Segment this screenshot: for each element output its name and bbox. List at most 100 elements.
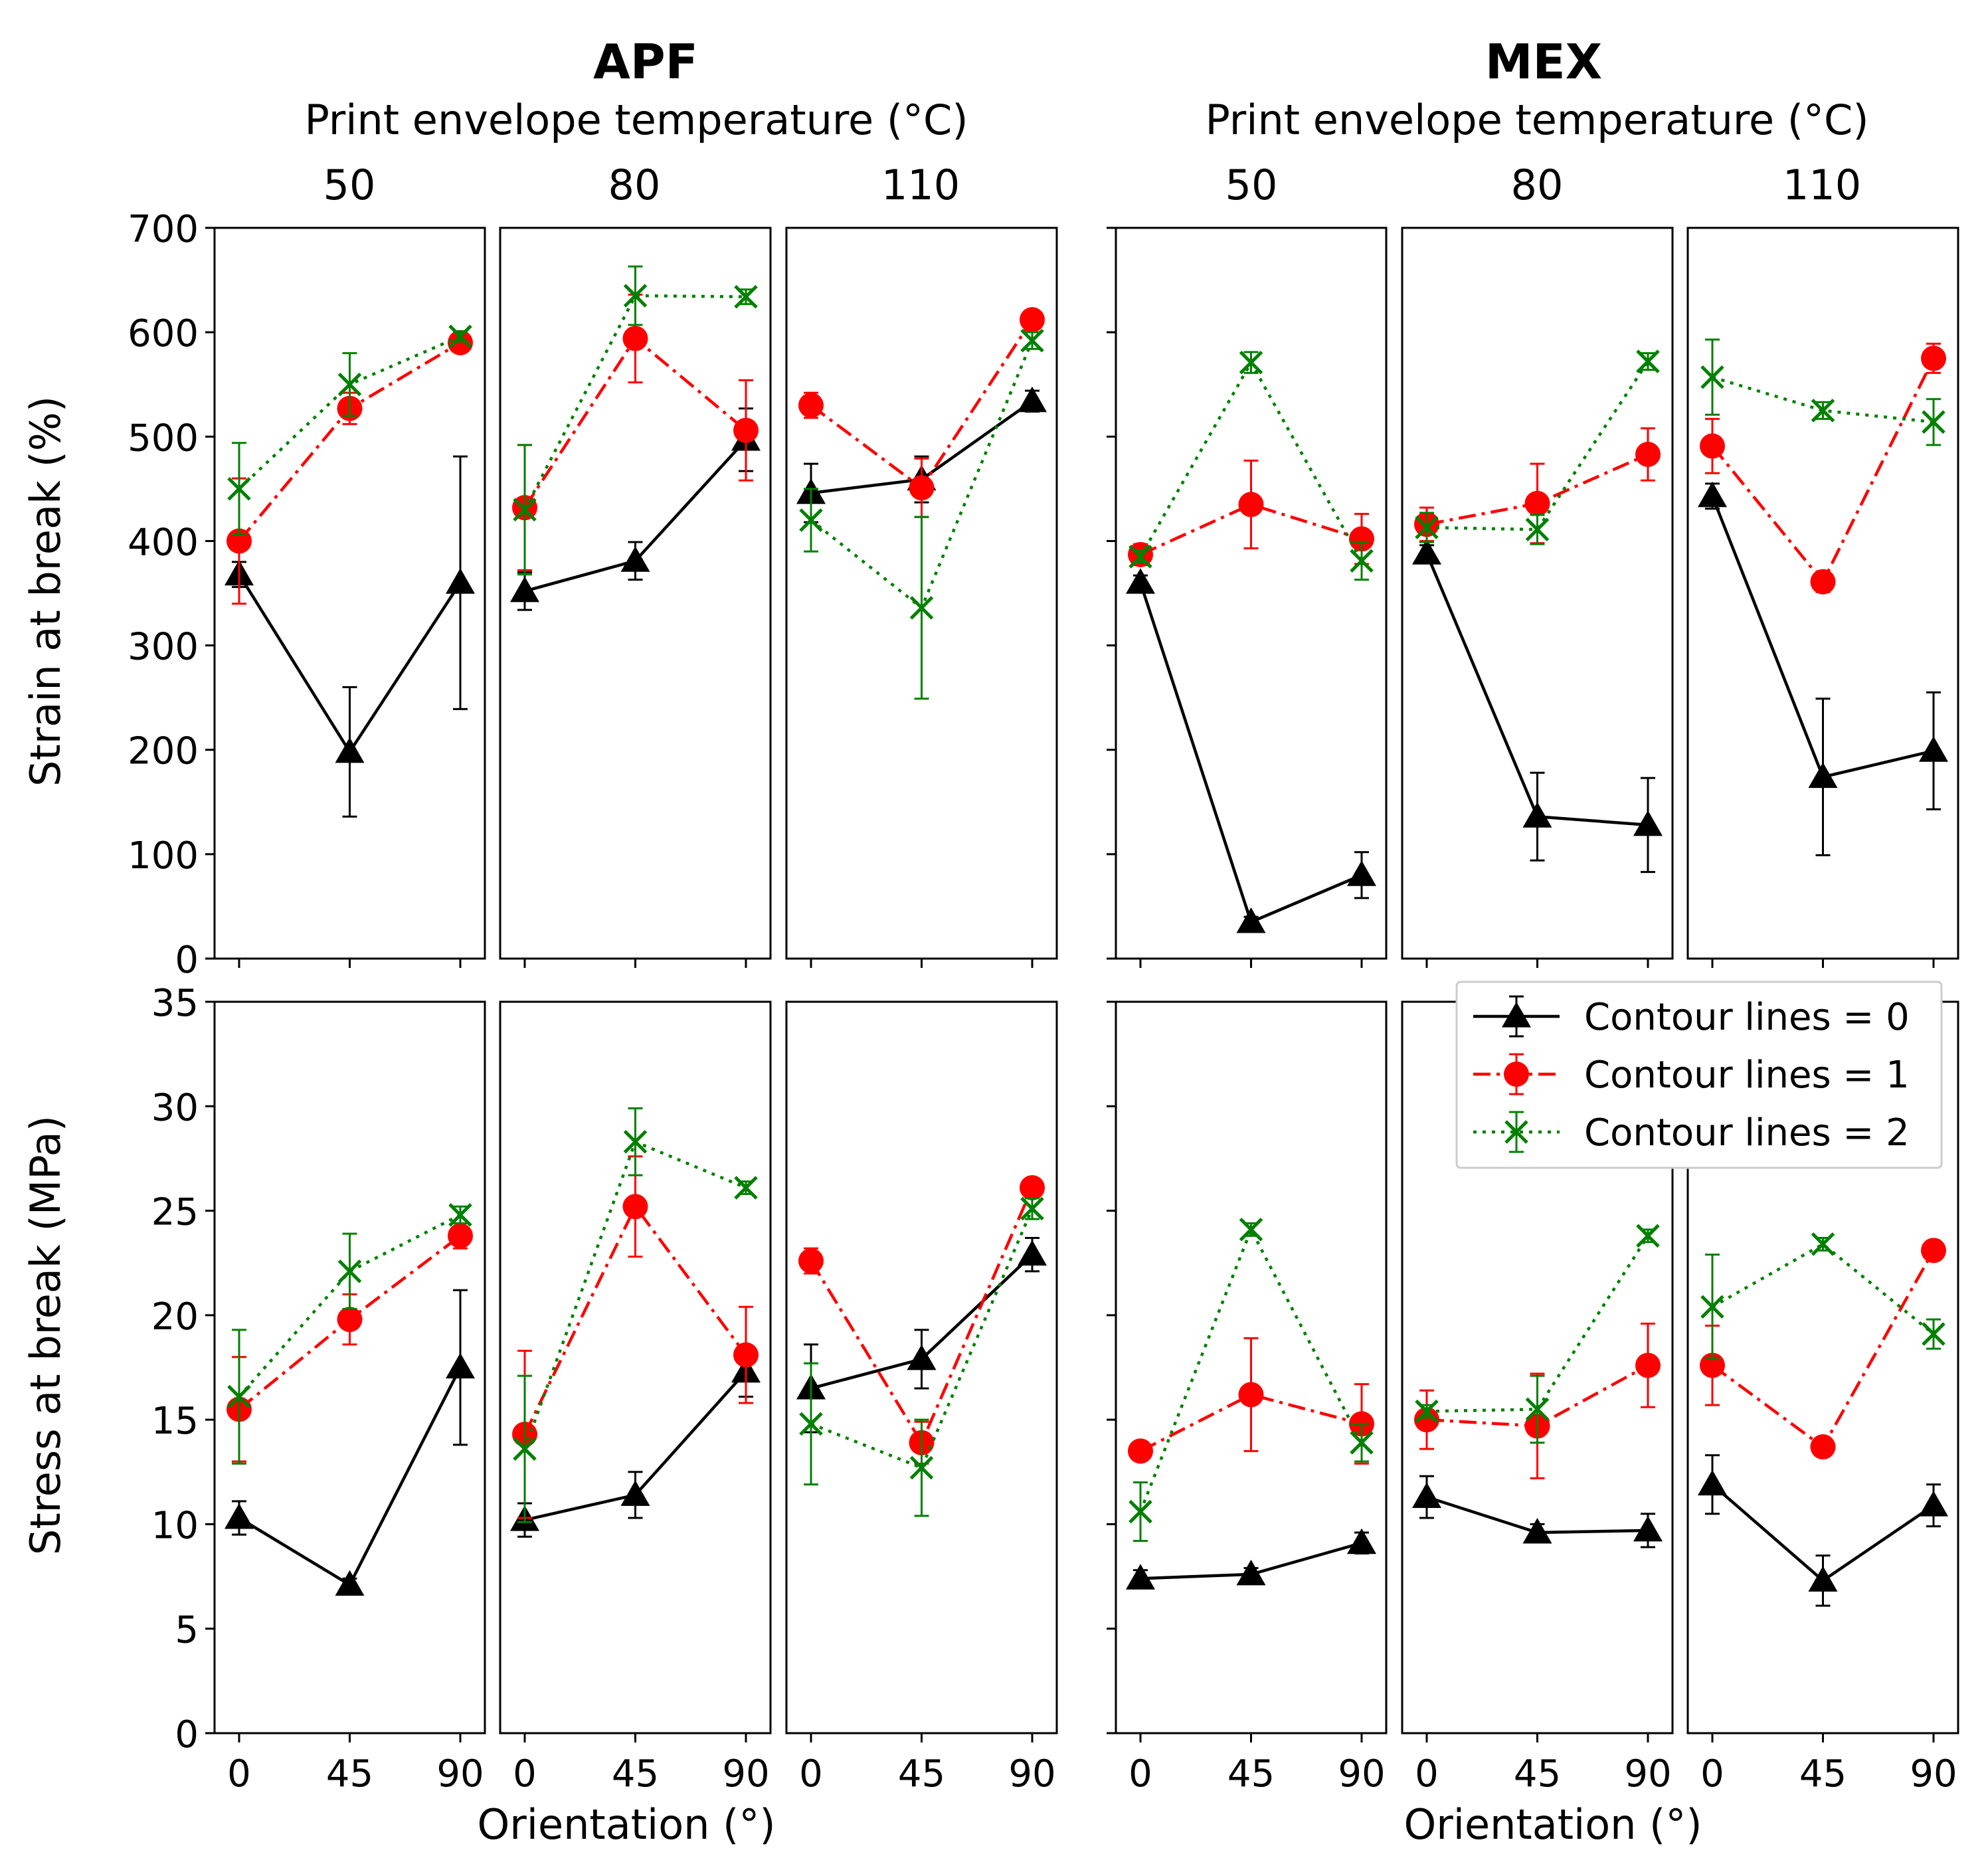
data-point-r1-p0-s2-2 bbox=[448, 1203, 472, 1227]
data-point-r1-p4-s2-1 bbox=[1525, 1397, 1550, 1422]
legend-marker-1 bbox=[1504, 1062, 1529, 1087]
data-point-r1-p4-s0-1 bbox=[1522, 1518, 1552, 1544]
y-tick-label-r1-7: 35 bbox=[151, 982, 199, 1025]
data-point-r0-p1-s0-0 bbox=[510, 576, 539, 603]
y-tick-label-r0-7: 700 bbox=[128, 208, 199, 251]
data-point-r0-p4-s2-2 bbox=[1636, 349, 1660, 373]
data-point-r0-p4-s2-0 bbox=[1415, 515, 1439, 539]
data-point-r1-p4-s1-2 bbox=[1635, 1353, 1661, 1378]
data-point-r0-p5-s1-1 bbox=[1810, 569, 1836, 595]
data-point-r0-p4-s0-0 bbox=[1412, 539, 1441, 565]
data-point-r0-p5-s0-0 bbox=[1698, 481, 1727, 508]
x-tick-label-p0-2: 90 bbox=[436, 1752, 484, 1796]
y-tick-label-r0-3: 300 bbox=[128, 626, 199, 669]
x-label-mex: Orientation (°) bbox=[1403, 1800, 1702, 1849]
data-point-r1-p5-s1-2 bbox=[1921, 1238, 1946, 1264]
data-point-r1-p3-s2-2 bbox=[1350, 1430, 1374, 1455]
data-point-r0-p0-s1-2 bbox=[448, 329, 473, 355]
y-tick-label-r1-0: 0 bbox=[175, 1713, 199, 1756]
data-point-r1-p2-s2-1 bbox=[909, 1455, 934, 1480]
x-tick-label-p1-1: 45 bbox=[612, 1752, 659, 1796]
data-point-r1-p0-s2-0 bbox=[227, 1384, 251, 1409]
data-point-r1-p2-s2-0 bbox=[799, 1412, 823, 1436]
legend-marks bbox=[1473, 995, 1560, 1153]
data-point-r0-p3-s0-2 bbox=[1347, 860, 1376, 886]
y-tick-label-r1-6: 30 bbox=[151, 1086, 199, 1129]
data-point-r1-p3-s1-0 bbox=[1128, 1438, 1153, 1464]
x-tick-label-p1-0: 0 bbox=[513, 1752, 537, 1796]
data-point-r0-p0-s2-2 bbox=[448, 324, 472, 349]
data-point-r0-p2-s1-1 bbox=[909, 475, 935, 501]
data-point-r0-p4-s1-2 bbox=[1635, 442, 1661, 467]
legend-marker-0 bbox=[1502, 1002, 1531, 1028]
x-tick-label-p3-2: 90 bbox=[1338, 1752, 1385, 1796]
data-point-r0-p3-s2-2 bbox=[1350, 549, 1374, 573]
x-tick-label-p0-0: 0 bbox=[227, 1752, 251, 1796]
temp-label-apf-110: 110 bbox=[881, 161, 960, 209]
temp-label-apf-50: 50 bbox=[323, 161, 376, 209]
data-point-r0-p2-s0-2 bbox=[1018, 386, 1047, 413]
x-tick-label-p2-2: 90 bbox=[1008, 1752, 1055, 1796]
mex-subtitle: Print envelope temperature (°C) bbox=[1205, 96, 1868, 144]
data-point-r0-p2-s2-1 bbox=[909, 596, 934, 620]
data-point-r1-p0-s0-2 bbox=[446, 1353, 475, 1378]
data-point-r0-p4-s0-1 bbox=[1522, 802, 1552, 828]
x-tick-label-p5-0: 0 bbox=[1700, 1752, 1724, 1796]
data-point-r1-p3-s0-0 bbox=[1126, 1564, 1155, 1590]
apf-title: APF bbox=[593, 34, 698, 90]
data-point-r1-p2-s1-2 bbox=[1020, 1174, 1045, 1200]
data-point-r1-p2-s2-2 bbox=[1020, 1196, 1044, 1221]
data-point-r1-p4-s2-2 bbox=[1636, 1224, 1660, 1248]
data-point-r1-p1-s0-1 bbox=[620, 1480, 650, 1506]
mex-title: MEX bbox=[1485, 34, 1602, 90]
y-tick-label-r0-2: 200 bbox=[128, 730, 199, 773]
data-point-r0-p5-s1-0 bbox=[1700, 433, 1725, 459]
data-point-r1-p1-s2-2 bbox=[734, 1176, 758, 1200]
data-point-r1-p5-s2-2 bbox=[1922, 1322, 1945, 1346]
data-point-r0-p2-s1-2 bbox=[1020, 307, 1045, 333]
legend-label-1: Contour lines = 1 bbox=[1584, 1054, 1910, 1097]
data-point-r0-p2-s2-2 bbox=[1020, 328, 1044, 353]
data-point-r0-p1-s2-2 bbox=[734, 284, 758, 309]
data-point-r1-p0-s0-1 bbox=[335, 1570, 365, 1596]
y-tick-label-r0-1: 100 bbox=[128, 834, 199, 878]
y-label-strain: Strain at break (%) bbox=[21, 396, 70, 787]
data-point-r0-p3-s0-1 bbox=[1236, 907, 1266, 933]
series-line-r0-p5-s2 bbox=[1712, 375, 1934, 424]
data-point-r0-p1-s2-1 bbox=[623, 284, 648, 308]
data-point-r0-p0-s2-0 bbox=[227, 477, 251, 501]
apf-subtitle: Print envelope temperature (°C) bbox=[304, 96, 968, 144]
y-tick-label-r1-5: 25 bbox=[151, 1191, 199, 1234]
temp-label-apf-80: 80 bbox=[608, 161, 661, 209]
data-point-r1-p1-s2-1 bbox=[623, 1129, 648, 1154]
legend-label-2: Contour lines = 2 bbox=[1584, 1111, 1910, 1155]
series-line-r1-p0-s0 bbox=[238, 1366, 462, 1587]
data-point-r1-p0-s1-2 bbox=[448, 1223, 473, 1249]
panel-frame-r0-p3 bbox=[1115, 227, 1388, 960]
x-tick-label-p4-2: 90 bbox=[1624, 1752, 1671, 1796]
y-tick-label-r0-4: 400 bbox=[128, 521, 199, 564]
x-tick-label-p4-1: 45 bbox=[1514, 1752, 1561, 1796]
panel-frame-r1-p0 bbox=[213, 1000, 486, 1734]
y-tick-label-r0-6: 600 bbox=[128, 312, 199, 355]
data-point-r1-p5-s0-2 bbox=[1919, 1491, 1948, 1517]
data-point-r0-p5-s2-1 bbox=[1811, 399, 1835, 422]
data-point-r0-p5-s2-2 bbox=[1922, 410, 1945, 434]
data-point-r0-p3-s1-2 bbox=[1349, 526, 1374, 552]
panel-frame-r0-p0 bbox=[213, 227, 486, 960]
data-point-r0-p2-s2-0 bbox=[799, 508, 823, 532]
data-point-r0-p4-s1-1 bbox=[1524, 490, 1550, 516]
data-point-r1-p5-s0-0 bbox=[1698, 1469, 1727, 1496]
series-line-r1-p5-s2 bbox=[1711, 1242, 1935, 1335]
data-point-r0-p5-s0-2 bbox=[1919, 736, 1948, 762]
x-tick-label-p3-0: 0 bbox=[1129, 1752, 1152, 1796]
data-point-r1-p1-s1-1 bbox=[622, 1194, 648, 1220]
data-point-r0-p2-s1-0 bbox=[798, 393, 824, 419]
data-point-r1-p0-s0-0 bbox=[225, 1503, 254, 1529]
series-line-r0-p4-s2 bbox=[1426, 360, 1649, 531]
y-tick-label-r0-0: 0 bbox=[175, 939, 199, 982]
y-tick-label-r0-5: 500 bbox=[128, 417, 199, 460]
series-line-r1-p2-s2 bbox=[810, 1208, 1034, 1470]
data-point-r0-p1-s1-1 bbox=[622, 326, 648, 351]
